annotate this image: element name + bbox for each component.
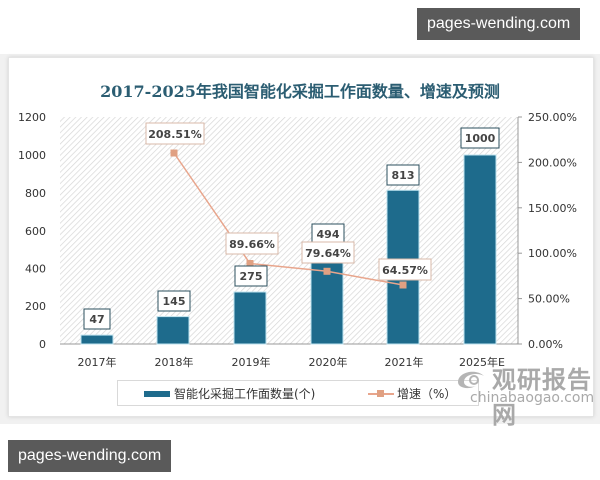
x-tick: 2025年E (459, 355, 505, 369)
bar-label: 47 (89, 313, 104, 326)
bar-2019 (233, 291, 267, 345)
x-tick: 2020年 (309, 355, 348, 369)
chart-legend: 智能化采掘工作面数量(个) 增速（%） (117, 380, 479, 406)
legend-item-growth: 增速（%） (368, 385, 456, 402)
marker-2018 (170, 149, 178, 157)
marker-2020 (323, 267, 331, 275)
legend-label: 智能化采掘工作面数量(个) (174, 387, 316, 401)
growth-markers (170, 149, 407, 289)
legend-label: 增速（%） (397, 387, 457, 401)
x-tick: 2018年 (155, 355, 194, 369)
bar-labels: 47 145 275 494 813 1000 (83, 127, 500, 330)
right-axis-ticks (518, 116, 522, 345)
marker-2021 (399, 281, 407, 289)
y-tick: 400 (25, 263, 46, 276)
y2-tick: 100.00% (528, 247, 577, 260)
bar-label: 275 (240, 270, 263, 283)
watermark-top: pages-wending.com (417, 8, 581, 40)
brand-watermark: 观研报告网 chinabaogao.com (452, 360, 595, 429)
x-tick: 2017年 (78, 355, 117, 369)
x-axis-labels: 2017年 2018年 2019年 2020年 2021年 2025年E (78, 355, 506, 369)
brand-url: chinabaogao.com (470, 390, 595, 406)
right-axis-labels: 0.00% 50.00% 100.00% 150.00% 200.00% 250… (528, 111, 577, 351)
bar-label: 813 (392, 169, 415, 182)
brand-name: 观研报告网 (492, 366, 592, 429)
plot-area (60, 117, 518, 344)
brand-logo-icon (458, 371, 484, 389)
y-tick: 200 (25, 300, 46, 313)
line-label: 79.64% (305, 247, 351, 260)
marker-2019 (246, 260, 254, 267)
growth-line (173, 152, 404, 286)
watermark-bottom: pages-wending.com (8, 440, 172, 472)
y2-tick: 250.00% (528, 111, 577, 124)
line-label: 64.57% (382, 264, 428, 277)
y2-tick: 50.00% (528, 293, 570, 306)
x-tick: 2021年 (385, 355, 424, 369)
line-marker-swatch-icon (368, 389, 394, 399)
bar-2025E (463, 154, 497, 345)
y-tick: 1000 (18, 149, 46, 162)
bar-2017 (80, 334, 114, 345)
x-tick: 2019年 (232, 355, 271, 369)
bar-series (80, 154, 497, 345)
y2-tick: 0.00% (528, 338, 563, 351)
y-tick: 0 (39, 338, 46, 351)
line-label: 89.66% (229, 238, 275, 251)
bar-swatch-icon (144, 390, 170, 397)
y2-tick: 200.00% (528, 156, 577, 169)
y-tick: 800 (25, 187, 46, 200)
left-axis-labels: 0 200 400 600 800 1000 1200 (18, 111, 46, 351)
line-labels: 208.51% 89.66% 79.64% 64.57% (145, 122, 432, 281)
y-tick: 1200 (18, 111, 46, 124)
y2-tick: 150.00% (528, 202, 577, 215)
y-tick: 600 (25, 225, 46, 238)
bar-label: 494 (317, 228, 340, 241)
bar-label: 1000 (465, 132, 496, 145)
bar-label: 145 (163, 295, 186, 308)
bar-2020 (310, 250, 344, 345)
line-label: 208.51% (148, 128, 201, 141)
legend-item-count: 智能化采掘工作面数量(个) (144, 385, 315, 402)
chart-title: 2017-2025年我国智能化采掘工作面数量、增速及预测 (100, 82, 500, 101)
bar-2018 (156, 316, 190, 345)
